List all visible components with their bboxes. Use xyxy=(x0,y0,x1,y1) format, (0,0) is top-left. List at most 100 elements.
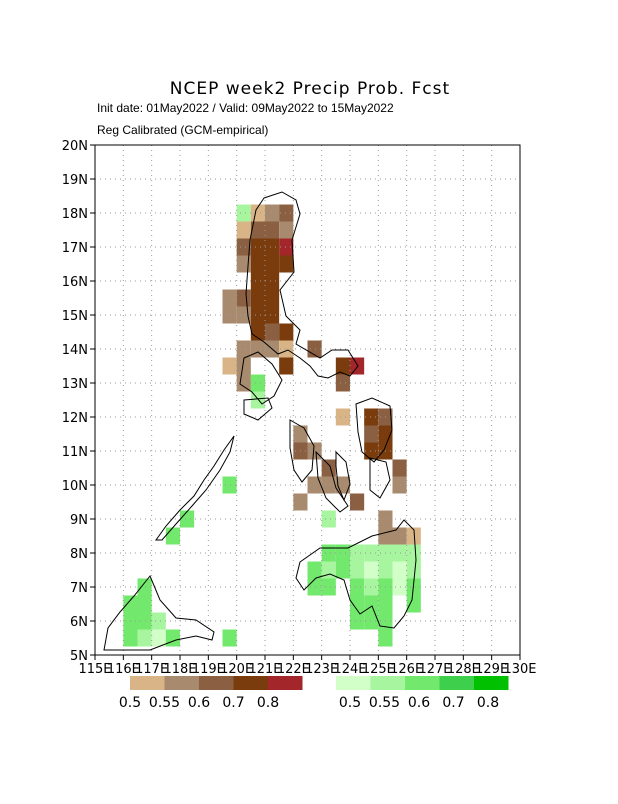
lat-label: 10N xyxy=(62,479,88,494)
luzon-south xyxy=(239,351,283,405)
prob-cell xyxy=(250,221,265,239)
legend-label: 0.7 xyxy=(442,695,464,711)
lat-label: 12N xyxy=(62,411,88,426)
prob-cell xyxy=(222,629,237,647)
luzon xyxy=(245,191,359,379)
prob-cell xyxy=(279,255,294,273)
prob-cell xyxy=(279,204,294,222)
lon-label: 118E xyxy=(163,662,196,677)
prob-cell xyxy=(265,221,280,239)
prob-cell xyxy=(293,493,308,511)
prob-cell xyxy=(137,578,152,596)
legend-label: 0.7 xyxy=(222,695,244,711)
prob-cell xyxy=(364,425,379,443)
title: NCEP week2 Precip Prob. Fcst xyxy=(170,79,450,99)
lat-label: 9N xyxy=(70,513,88,528)
cebu xyxy=(335,450,351,502)
prob-cell xyxy=(335,357,350,375)
lon-label: 128E xyxy=(447,662,480,677)
prob-cell xyxy=(364,561,379,579)
lon-label: 123E xyxy=(305,662,338,677)
legend-swatch xyxy=(199,676,234,690)
prob-cell xyxy=(236,357,251,375)
coastline xyxy=(103,191,417,651)
samar xyxy=(355,397,393,463)
prob-cell xyxy=(279,221,294,239)
lat-label: 14N xyxy=(62,343,88,358)
cells xyxy=(123,204,421,647)
prob-cell xyxy=(406,595,421,613)
prob-cell xyxy=(236,255,251,273)
legend-swatch xyxy=(130,676,165,690)
prob-cell xyxy=(321,561,336,579)
prob-cell xyxy=(250,289,265,307)
lon-label: 116E xyxy=(107,662,140,677)
lat-label: 19N xyxy=(62,173,88,188)
prob-cell xyxy=(392,578,407,596)
prob-cell xyxy=(293,425,308,443)
prob-cell xyxy=(406,561,421,579)
prob-cell xyxy=(265,255,280,273)
prob-cell xyxy=(364,595,379,613)
mindoro xyxy=(243,397,273,421)
prob-cell xyxy=(350,561,365,579)
prob-cell xyxy=(378,527,393,545)
prob-cell xyxy=(265,238,280,256)
prob-cell xyxy=(265,289,280,307)
prob-cell xyxy=(307,476,322,494)
lon-label: 120E xyxy=(220,662,253,677)
prob-cell xyxy=(123,595,138,613)
prob-cell xyxy=(321,578,336,596)
lon-label: 121E xyxy=(248,662,281,677)
lat-label: 16N xyxy=(62,275,88,290)
borneo xyxy=(103,575,215,651)
prob-cell xyxy=(222,476,237,494)
prob-cell xyxy=(222,289,237,307)
lat-label: 7N xyxy=(70,581,88,596)
prob-cell xyxy=(165,629,180,647)
prob-cell xyxy=(350,578,365,596)
grid: 115E116E117E118E119E120E121E122E123E124E… xyxy=(62,139,537,677)
prob-cell xyxy=(222,357,237,375)
prob-cell xyxy=(236,204,251,222)
prob-cell xyxy=(321,510,336,528)
palawan xyxy=(155,435,235,541)
prob-cell xyxy=(222,306,237,324)
prob-cell xyxy=(279,323,294,341)
prob-cell xyxy=(236,374,251,392)
prob-cell xyxy=(250,374,265,392)
prob-cell xyxy=(307,578,322,596)
prob-cell xyxy=(151,629,166,647)
legend-swatch xyxy=(439,676,474,690)
legend-label: 0.5 xyxy=(119,695,141,711)
legend-label: 0.55 xyxy=(149,695,180,711)
prob-cell xyxy=(236,340,251,358)
lat-label: 11N xyxy=(62,445,88,460)
prob-cell xyxy=(137,629,152,647)
lat-label: 20N xyxy=(62,139,88,154)
prob-cell xyxy=(265,204,280,222)
prob-cell xyxy=(236,238,251,256)
legend-swatch xyxy=(336,676,371,690)
prob-cell xyxy=(151,612,166,630)
prob-cell xyxy=(350,544,365,562)
prob-cell xyxy=(250,238,265,256)
prob-cell xyxy=(350,612,365,630)
prob-cell xyxy=(392,527,407,545)
prob-cell xyxy=(265,323,280,341)
prob-cell xyxy=(250,391,265,409)
prob-cell xyxy=(364,442,379,460)
prob-cell xyxy=(364,544,379,562)
legend-label: 0.6 xyxy=(408,695,430,711)
lat-label: 15N xyxy=(62,309,88,324)
leyte xyxy=(369,457,391,499)
prob-cell xyxy=(307,561,322,579)
lon-label: 119E xyxy=(192,662,225,677)
prob-cell xyxy=(364,612,379,630)
lon-label: 117E xyxy=(135,662,168,677)
prob-cell xyxy=(335,374,350,392)
negros xyxy=(315,450,349,513)
lon-label: 127E xyxy=(418,662,451,677)
lat-label: 8N xyxy=(70,547,88,562)
